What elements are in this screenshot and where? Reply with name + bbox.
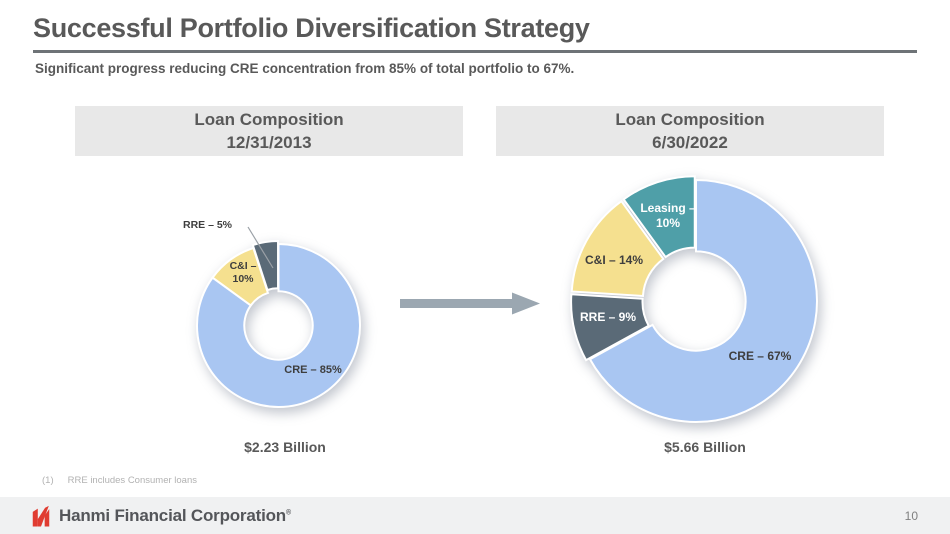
chart-header-2013: Loan Composition 12/31/2013 xyxy=(75,106,463,156)
hanmi-logo-icon xyxy=(30,503,52,528)
label-leasing-10pct: Leasing – 10% xyxy=(640,201,696,230)
label-ci-14pct: C&I – 14% xyxy=(584,253,644,267)
donut-chart-2013 xyxy=(191,238,366,418)
footnote-marker: (1) xyxy=(42,475,54,486)
donut-chart-2022 xyxy=(569,174,823,433)
label-rre-9pct: RRE – 9% xyxy=(579,310,637,324)
chart-header-2022: Loan Composition 6/30/2022 xyxy=(496,106,884,156)
footnote: (1) RRE includes Consumer loans xyxy=(42,475,197,486)
footer-brand-name: Hanmi Financial Corporation® xyxy=(59,505,291,525)
total-2022: $5.66 Billion xyxy=(664,439,746,455)
footnote-text: RRE includes Consumer loans xyxy=(67,475,197,486)
leader-line-rre xyxy=(247,226,274,269)
trademark-symbol: ® xyxy=(285,508,291,516)
title-underline xyxy=(33,50,917,53)
label-cre-85pct: CRE – 85% xyxy=(284,364,342,376)
slide-subtitle: Significant progress reducing CRE concen… xyxy=(35,61,575,76)
footer-bar: Hanmi Financial Corporation® 10 xyxy=(0,497,950,534)
total-2013: $2.23 Billion xyxy=(244,439,326,455)
label-cre-67pct: CRE – 67% xyxy=(728,349,792,363)
page-title: Successful Portfolio Diversification Str… xyxy=(33,13,590,43)
label-rre-5pct: RRE – 5% xyxy=(183,219,233,231)
label-ci-10pct: C&I – 10% xyxy=(229,260,257,286)
page-number: 10 xyxy=(904,508,918,523)
transition-arrow-icon xyxy=(400,292,540,315)
